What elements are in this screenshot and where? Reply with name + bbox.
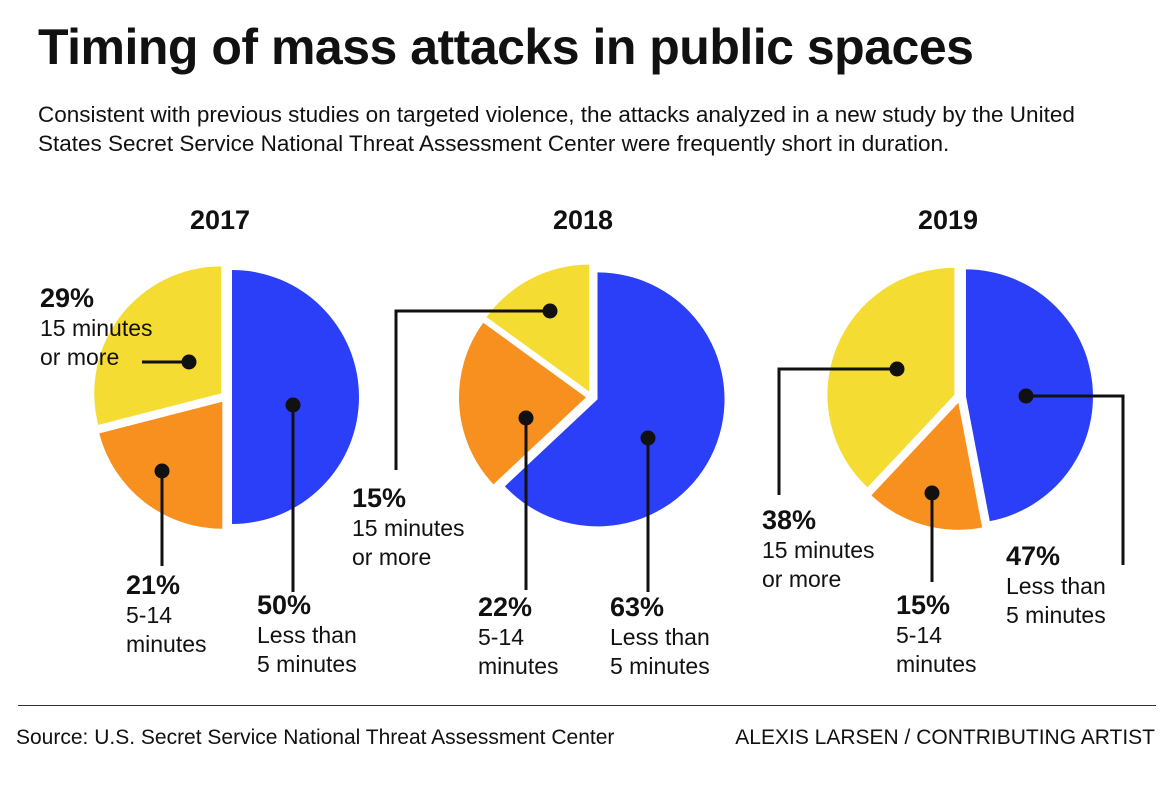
label-2017-5-14: 21% 5-14 minutes — [126, 570, 207, 659]
leader-dot-2019-less-5 — [1018, 388, 1034, 404]
label-2018-less-5-line2: 5 minutes — [610, 653, 710, 679]
label-2017-less-5-pct: 50% — [257, 590, 312, 620]
pie-2019-slice-15-plus — [827, 267, 955, 488]
label-2018-15-plus-line2: or more — [352, 544, 432, 570]
label-2018-15-plus-line1: 15 minutes — [352, 515, 465, 541]
label-2017-15-plus-line1: 15 minutes — [40, 315, 153, 341]
leader-dot-2019-15-plus — [889, 361, 905, 377]
leader-dot-2018-15-plus — [542, 303, 558, 319]
footer-divider — [18, 705, 1156, 706]
label-2017-15-plus: 29% 15 minutes or more — [40, 283, 153, 372]
chart-title: Timing of mass attacks in public spaces — [38, 19, 974, 75]
label-2017-less-5-line1: Less than — [257, 622, 357, 648]
label-2019-less-5-pct: 47% — [1006, 541, 1061, 571]
pie-2017-slice-less-5 — [232, 270, 359, 524]
label-2019-15-plus-line1: 15 minutes — [762, 537, 875, 563]
label-2017-less-5-line2: 5 minutes — [257, 651, 357, 677]
year-2018-title: 2018 — [553, 205, 614, 235]
label-2019-15-plus-pct: 38% — [762, 505, 817, 535]
leader-2018-15-plus — [394, 309, 550, 470]
year-2019-title: 2019 — [918, 205, 979, 235]
label-2019-5-14-line1: 5-14 — [896, 622, 943, 648]
artist-credit: ALEXIS LARSEN / CONTRIBUTING ARTIST — [735, 726, 1155, 749]
pie-2017-slice-15-plus — [94, 266, 222, 425]
leader-dot-2018-5-14 — [518, 410, 534, 426]
label-2019-less-5: 47% Less than 5 minutes — [1006, 541, 1106, 630]
leader-dot-2017-15-plus — [181, 354, 197, 370]
label-2018-less-5-pct: 63% — [610, 592, 665, 622]
label-2018-15-plus-pct: 15% — [352, 483, 407, 513]
label-2017-less-5: 50% Less than 5 minutes — [257, 590, 357, 679]
label-2017-15-plus-line2: or more — [40, 344, 120, 370]
source-note: Source: U.S. Secret Service National Thr… — [16, 726, 615, 749]
leader-dot-2018-less-5 — [640, 430, 656, 446]
pie-2019-slice-5-14 — [871, 402, 983, 530]
label-2019-5-14: 15% 5-14 minutes — [896, 590, 977, 679]
label-2017-5-14-line1: 5-14 — [126, 602, 173, 628]
label-2017-5-14-line2: minutes — [126, 631, 207, 657]
pie-2018-slice-15-plus — [486, 264, 590, 392]
leader-dot-2017-less-5 — [285, 397, 301, 413]
label-2017-15-plus-pct: 29% — [40, 283, 95, 313]
label-2018-15-plus: 15% 15 minutes or more — [352, 483, 465, 572]
year-2017-title: 2017 — [190, 205, 251, 235]
leader-dot-2019-5-14 — [924, 485, 940, 501]
leader-dot-2017-5-14 — [154, 463, 170, 479]
label-2018-5-14-line2: minutes — [478, 653, 559, 679]
label-2018-less-5: 63% Less than 5 minutes — [610, 592, 710, 681]
label-2019-less-5-line2: 5 minutes — [1006, 602, 1106, 628]
label-2019-15-plus-line2: or more — [762, 566, 842, 592]
pie-2018-slice-less-5 — [504, 272, 725, 527]
label-2019-less-5-line1: Less than — [1006, 573, 1106, 599]
label-2018-5-14-line1: 5-14 — [478, 624, 525, 650]
label-2018-5-14-pct: 22% — [478, 592, 533, 622]
label-2018-5-14: 22% 5-14 minutes — [478, 592, 559, 681]
label-2018-less-5-line1: Less than — [610, 624, 710, 650]
leader-2019-15-plus — [777, 367, 897, 495]
label-2019-5-14-pct: 15% — [896, 590, 951, 620]
label-2019-15-plus: 38% 15 minutes or more — [762, 505, 875, 594]
chart-subtitle: Consistent with previous studies on targ… — [38, 102, 1075, 156]
pie-2018-slice-5-14 — [459, 322, 587, 485]
label-2019-5-14-line2: minutes — [896, 651, 977, 677]
label-2017-5-14-pct: 21% — [126, 570, 181, 600]
leader-2019-less-5 — [1026, 394, 1125, 565]
